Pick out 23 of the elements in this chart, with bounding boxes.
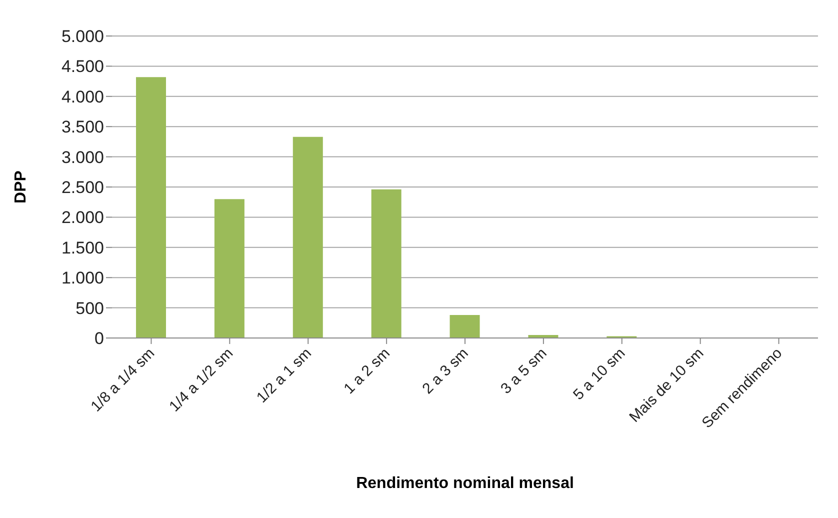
y-tick-label: 1.000 [61,268,104,288]
x-tick-label: 2 a 3 sm [419,344,472,398]
x-axis-title: Rendimento nominal mensal [356,475,574,492]
y-tick-label: 4.500 [61,57,104,76]
y-tick-label: 2.500 [61,178,104,198]
bar [214,199,244,338]
y-tick-label: 2.000 [61,208,104,228]
y-tick-label: 3.000 [61,148,104,167]
y-axis-title: DPP [12,170,30,204]
x-tick-label: 1/4 a 1/2 sm [166,344,236,416]
x-tick-label: 1/2 a 1 sm [253,344,315,406]
y-tick-label: 1.500 [61,238,104,258]
x-tick-label: 5 a 10 sm [570,344,629,404]
bar [136,77,166,338]
bar [371,189,402,338]
y-tick-label: 3.500 [61,118,104,137]
bar [292,136,323,338]
y-tick-label: 500 [76,298,104,318]
y-tick-label: 5.000 [61,27,104,46]
y-tick-label: 4.000 [61,87,104,106]
x-tick-label: 3 a 5 sm [498,344,550,398]
bar [450,315,480,338]
x-tick-label: 1 a 2 sm [340,344,394,398]
